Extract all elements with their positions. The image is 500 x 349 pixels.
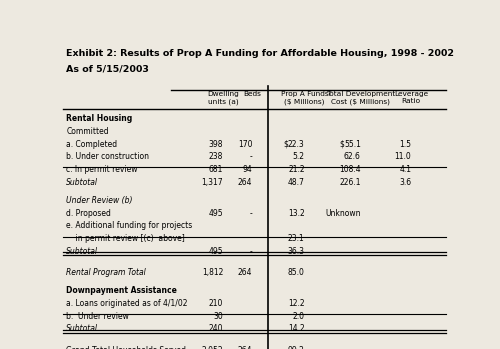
Text: 14.2: 14.2	[288, 324, 304, 333]
Text: a. Completed: a. Completed	[66, 140, 118, 149]
Text: c. In permit review: c. In permit review	[66, 165, 138, 174]
Text: 55.1: 55.1	[344, 140, 361, 149]
Text: Subtotal: Subtotal	[66, 178, 98, 187]
Text: Leverage
Ratio: Leverage Ratio	[394, 91, 428, 104]
Text: 264: 264	[238, 346, 252, 349]
Text: 210: 210	[209, 299, 224, 308]
Text: d. Proposed: d. Proposed	[66, 209, 111, 218]
Text: Grand Total Households Served: Grand Total Households Served	[66, 346, 186, 349]
Text: 495: 495	[208, 209, 224, 218]
Text: -: -	[250, 152, 252, 161]
Text: b.  Under review: b. Under review	[66, 312, 129, 321]
Text: 2.0: 2.0	[292, 312, 304, 321]
Text: Exhibit 2: Results of Prop A Funding for Affordable Housing, 1998 - 2002: Exhibit 2: Results of Prop A Funding for…	[66, 49, 454, 58]
Text: Subtotal: Subtotal	[66, 247, 98, 256]
Text: 170: 170	[238, 140, 252, 149]
Text: -: -	[250, 247, 252, 256]
Text: 62.6: 62.6	[344, 152, 361, 161]
Text: Subtotal: Subtotal	[66, 324, 98, 333]
Text: 99.2: 99.2	[288, 346, 304, 349]
Text: a. Loans originated as of 4/1/02: a. Loans originated as of 4/1/02	[66, 299, 188, 308]
Text: Dwelling
units (a): Dwelling units (a)	[208, 91, 239, 105]
Text: 11.0: 11.0	[394, 152, 411, 161]
Text: 2,052: 2,052	[202, 346, 224, 349]
Text: 108.4: 108.4	[339, 165, 361, 174]
Text: Rental Program Total: Rental Program Total	[66, 268, 146, 277]
Text: Downpayment Assistance: Downpayment Assistance	[66, 287, 177, 295]
Text: 22.3: 22.3	[288, 140, 304, 149]
Text: in permit review [(c)  above]: in permit review [(c) above]	[66, 234, 185, 243]
Text: As of 5/15/2003: As of 5/15/2003	[66, 64, 149, 73]
Text: 21.2: 21.2	[288, 165, 304, 174]
Text: 5.2: 5.2	[292, 152, 304, 161]
Text: 30: 30	[214, 312, 224, 321]
Text: Total Development
Cost ($ Millions): Total Development Cost ($ Millions)	[326, 91, 396, 105]
Text: Rental Housing: Rental Housing	[66, 114, 132, 124]
Text: Beds: Beds	[244, 91, 262, 97]
Text: 13.2: 13.2	[288, 209, 304, 218]
Text: 240: 240	[209, 324, 224, 333]
Text: 681: 681	[209, 165, 224, 174]
Text: 48.7: 48.7	[288, 178, 304, 187]
Text: $: $	[284, 140, 288, 149]
Text: 36.3: 36.3	[288, 247, 304, 256]
Text: 264: 264	[238, 268, 252, 277]
Text: 23.1: 23.1	[288, 234, 304, 243]
Text: 3.6: 3.6	[399, 178, 411, 187]
Text: e. Additional funding for projects: e. Additional funding for projects	[66, 221, 192, 230]
Text: Unknown: Unknown	[326, 209, 361, 218]
Text: 238: 238	[209, 152, 224, 161]
Text: $: $	[340, 140, 344, 149]
Text: 1,317: 1,317	[202, 178, 224, 187]
Text: Committed: Committed	[66, 127, 109, 136]
Text: 4.1: 4.1	[399, 165, 411, 174]
Text: 94: 94	[242, 165, 252, 174]
Text: Under Review (b): Under Review (b)	[66, 196, 133, 205]
Text: -: -	[250, 209, 252, 218]
Text: 398: 398	[209, 140, 224, 149]
Text: 495: 495	[208, 247, 224, 256]
Text: 264: 264	[238, 178, 252, 187]
Text: Prop A Funds
($ Millions): Prop A Funds ($ Millions)	[281, 91, 328, 105]
Text: 12.2: 12.2	[288, 299, 304, 308]
Text: 1,812: 1,812	[202, 268, 224, 277]
Text: 1.5: 1.5	[399, 140, 411, 149]
Text: 226.1: 226.1	[340, 178, 361, 187]
Text: b. Under construction: b. Under construction	[66, 152, 150, 161]
Text: 85.0: 85.0	[288, 268, 304, 277]
